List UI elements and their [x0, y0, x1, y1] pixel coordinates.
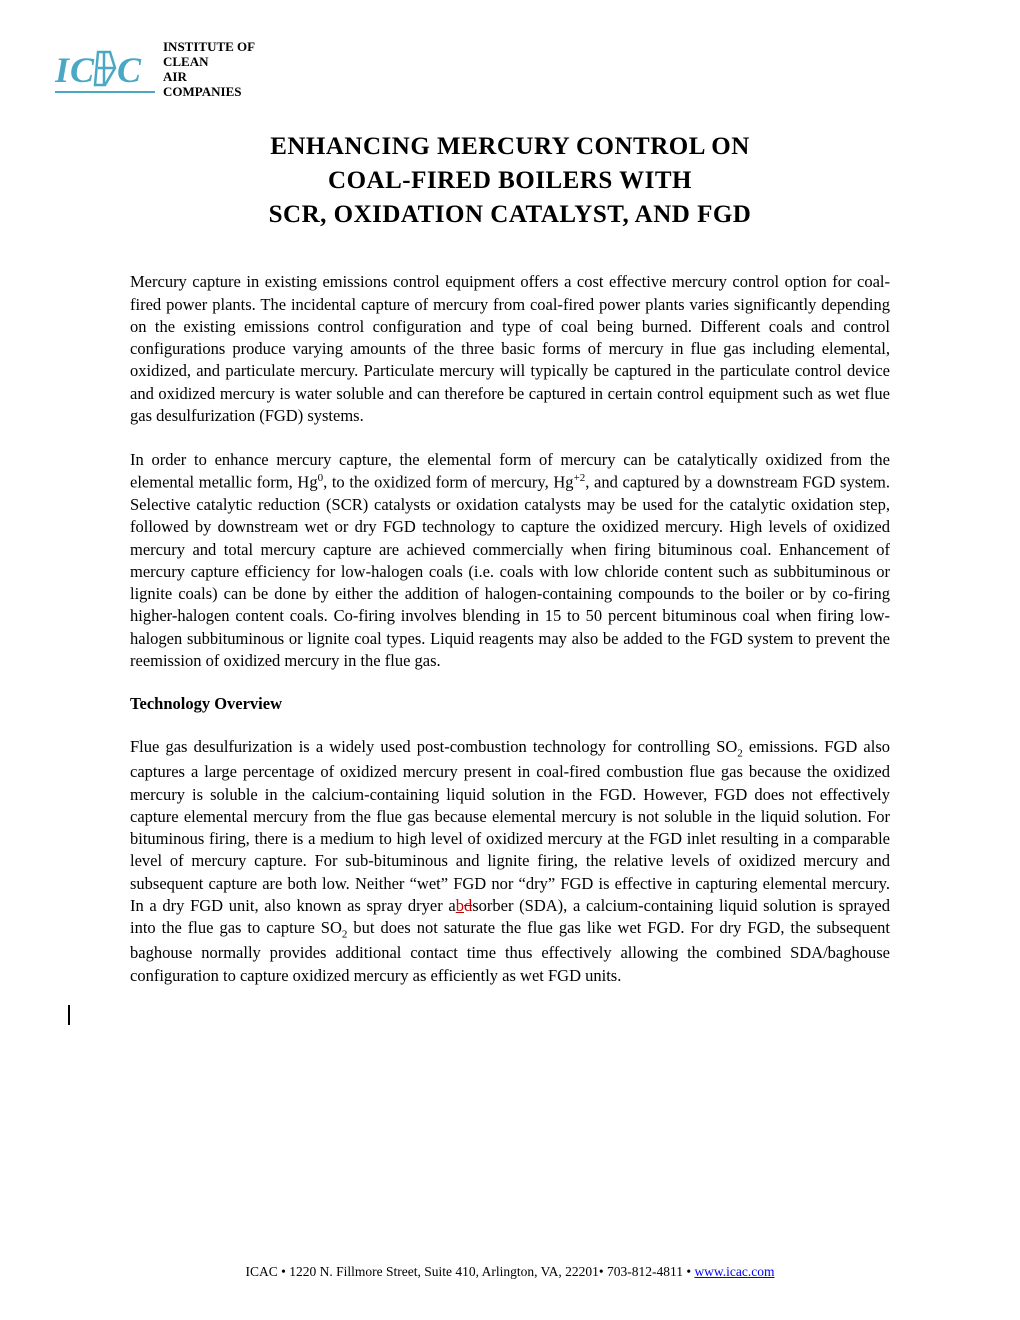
para3-text-b: emissions. FGD also captures a large per…	[130, 737, 890, 915]
para2-text-c: , and captured by a downstream FGD syste…	[130, 473, 890, 670]
logo-container: I C C INSTITUTE OF CLEAN AIR COMPANIES	[55, 40, 890, 100]
logo-line1: INSTITUTE OF	[163, 40, 255, 55]
paragraph-1: Mercury capture in existing emissions co…	[130, 271, 890, 427]
track-change-bar	[68, 1005, 70, 1025]
footer-bullet: •	[281, 1264, 286, 1279]
section-heading: Technology Overview	[130, 694, 890, 714]
logo-line2: CLEAN	[163, 55, 255, 70]
icac-logo-icon: I C C	[55, 40, 155, 100]
logo-line3: AIR	[163, 70, 255, 85]
title-line1: ENHANCING MERCURY CONTROL ON	[130, 130, 890, 164]
document-title: ENHANCING MERCURY CONTROL ON COAL-FIRED …	[130, 130, 890, 231]
paragraph-3: Flue gas desulfurization is a widely use…	[130, 736, 890, 987]
footer-bullet3: •	[686, 1264, 691, 1279]
footer-org: ICAC	[245, 1264, 277, 1279]
title-line2: COAL-FIRED BOILERS WITH	[130, 164, 890, 198]
svg-text:C: C	[70, 50, 95, 90]
superscript-hg2: +2	[574, 472, 586, 484]
tracked-delete: d	[464, 896, 472, 915]
svg-text:I: I	[55, 50, 71, 90]
svg-text:C: C	[117, 50, 142, 90]
footer: ICAC • 1220 N. Fillmore Street, Suite 41…	[0, 1264, 1020, 1280]
tracked-insert: b	[456, 896, 464, 915]
para3-text-a: Flue gas desulfurization is a widely use…	[130, 737, 737, 756]
footer-link[interactable]: www.icac.com	[694, 1264, 774, 1279]
logo-text: INSTITUTE OF CLEAN AIR COMPANIES	[163, 40, 255, 100]
title-line3: SCR, OXIDATION CATALYST, AND FGD	[130, 198, 890, 232]
footer-address: 1220 N. Fillmore Street, Suite 410, Arli…	[289, 1264, 599, 1279]
paragraph-2: In order to enhance mercury capture, the…	[130, 449, 890, 672]
para2-text-b: , to the oxidized form of mercury, Hg	[323, 473, 573, 492]
logo-line4: COMPANIES	[163, 85, 255, 100]
footer-phone: 703-812-4811	[607, 1264, 683, 1279]
footer-bullet2: •	[599, 1264, 604, 1279]
